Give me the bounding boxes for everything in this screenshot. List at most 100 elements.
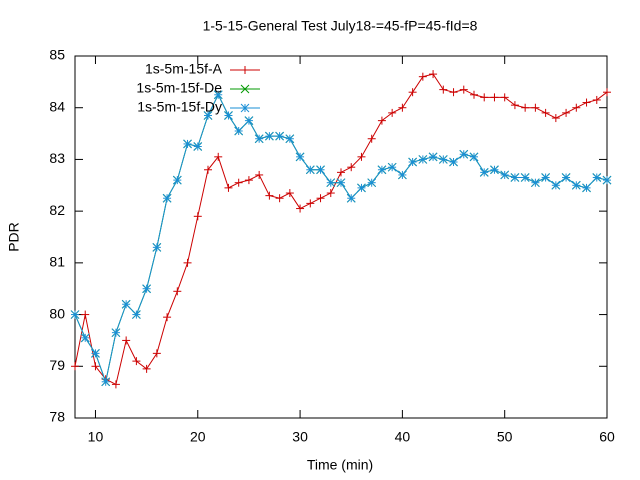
x-tick-label: 10 xyxy=(88,429,104,445)
data-point xyxy=(204,165,212,174)
data-point xyxy=(346,193,356,203)
data-point-stroke xyxy=(132,310,141,319)
y-tick-label: 85 xyxy=(49,47,65,63)
data-point xyxy=(367,134,376,143)
data-point-stroke xyxy=(561,173,571,182)
data-point-stroke xyxy=(234,126,244,136)
data-point-stroke xyxy=(121,299,131,309)
data-point-stroke xyxy=(183,139,192,149)
data-point xyxy=(571,180,581,190)
data-point-stroke xyxy=(387,162,397,172)
data-point-stroke xyxy=(254,134,264,144)
data-point-stroke xyxy=(428,152,438,162)
data-point-stroke xyxy=(357,183,366,193)
data-point xyxy=(582,98,591,107)
y-tick-label: 78 xyxy=(49,409,65,425)
data-point xyxy=(91,349,100,358)
data-point xyxy=(336,178,346,188)
data-point-stroke xyxy=(80,333,90,343)
data-point-stroke xyxy=(305,165,315,175)
data-point xyxy=(306,199,315,208)
data-point xyxy=(428,152,438,162)
data-point-stroke xyxy=(510,173,520,182)
data-point xyxy=(305,165,315,175)
data-point xyxy=(71,362,79,371)
data-point xyxy=(193,212,202,221)
y-tick-label: 80 xyxy=(49,305,65,321)
legend-label: 1s-5m-15f-A xyxy=(145,61,223,77)
data-point xyxy=(265,191,274,200)
data-point-stroke xyxy=(316,165,325,175)
series-line xyxy=(74,93,608,384)
x-tick-label: 20 xyxy=(190,429,206,445)
data-point xyxy=(531,178,540,188)
data-point xyxy=(296,204,305,213)
data-point-stroke xyxy=(479,168,489,177)
data-point xyxy=(510,173,520,182)
legend-marker-stroke xyxy=(240,84,250,94)
legend-marker xyxy=(240,103,250,113)
data-point-stroke xyxy=(101,377,111,387)
data-point-stroke xyxy=(295,152,305,162)
data-point-stroke xyxy=(490,165,499,175)
data-point xyxy=(388,108,397,117)
data-point xyxy=(234,178,243,187)
data-point xyxy=(285,189,294,198)
x-tick-label: 60 xyxy=(599,429,615,445)
data-point-stroke xyxy=(213,90,223,100)
data-point xyxy=(275,194,284,203)
data-point xyxy=(337,168,345,177)
data-point xyxy=(449,88,458,97)
data-point xyxy=(224,183,233,192)
data-point xyxy=(510,101,519,110)
data-point xyxy=(592,95,601,104)
data-point xyxy=(480,93,489,102)
data-point xyxy=(387,162,397,172)
data-point xyxy=(500,170,510,180)
data-point-stroke xyxy=(367,178,377,188)
data-point xyxy=(408,88,417,97)
data-point xyxy=(438,155,448,164)
data-point xyxy=(121,299,131,309)
data-point-stroke xyxy=(500,170,510,180)
data-point xyxy=(439,85,448,94)
data-point xyxy=(213,90,223,100)
legend-label: 1s-5m-15f-Dy xyxy=(137,99,222,115)
data-point-stroke xyxy=(398,170,407,180)
data-point-stroke xyxy=(224,111,233,120)
data-point-stroke xyxy=(469,152,479,162)
data-point-stroke xyxy=(602,175,612,185)
data-point xyxy=(398,103,407,112)
data-point xyxy=(490,93,499,102)
x-tick-label: 30 xyxy=(292,429,308,445)
data-point xyxy=(295,152,305,162)
data-point xyxy=(469,152,479,162)
data-point xyxy=(541,108,550,117)
data-point xyxy=(224,111,233,120)
data-point xyxy=(244,116,254,125)
data-point-stroke xyxy=(193,142,203,151)
x-axis-label: Time (min) xyxy=(307,457,373,473)
data-point xyxy=(521,103,530,112)
data-point xyxy=(132,357,141,366)
data-point xyxy=(152,242,162,252)
legend-marker xyxy=(240,84,250,94)
data-point-stroke xyxy=(531,178,540,188)
data-point-stroke xyxy=(551,180,561,190)
data-point xyxy=(111,328,121,338)
data-point xyxy=(214,152,223,161)
data-point xyxy=(398,170,407,180)
data-point xyxy=(531,103,540,112)
data-point xyxy=(377,165,387,175)
data-point xyxy=(490,165,499,175)
data-point xyxy=(152,349,161,358)
data-point xyxy=(163,313,172,322)
data-point xyxy=(603,88,611,97)
data-point xyxy=(111,380,120,389)
data-point xyxy=(582,183,591,193)
data-point xyxy=(81,310,90,319)
data-point xyxy=(101,377,111,387)
plot-border xyxy=(74,55,608,419)
y-tick-label: 84 xyxy=(49,98,65,114)
